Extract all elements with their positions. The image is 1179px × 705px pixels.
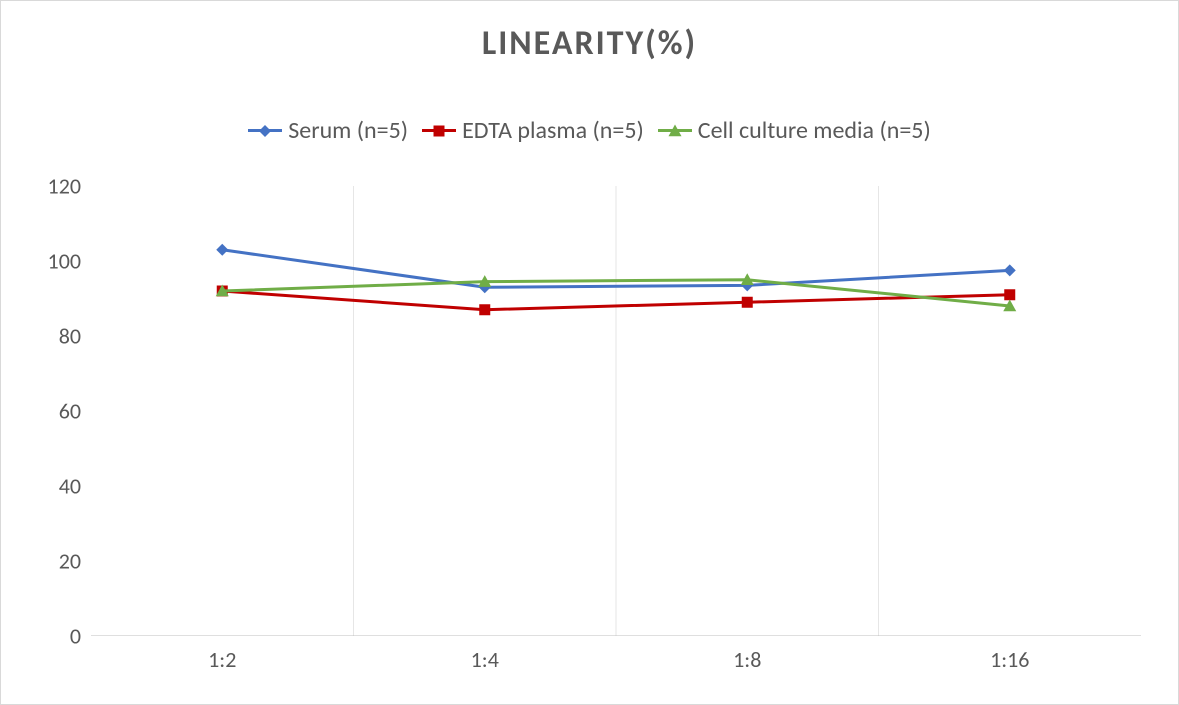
x-tick-label: 1:2 xyxy=(208,646,236,673)
legend-item: Cell culture media (n=5) xyxy=(658,116,931,145)
y-tick-label: 100 xyxy=(48,248,81,275)
legend-swatch xyxy=(658,129,692,132)
legend-item: Serum (n=5) xyxy=(248,116,408,145)
y-tick-label: 120 xyxy=(48,173,81,200)
x-tick-label: 1:16 xyxy=(990,646,1029,673)
x-tick-label: 1:8 xyxy=(733,646,761,673)
chart-container: LINEARITY(%) Serum (n=5) EDTA plasma (n=5… xyxy=(0,0,1179,705)
y-tick-label: 0 xyxy=(70,623,81,650)
y-tick-label: 40 xyxy=(59,473,81,500)
y-tick-label: 80 xyxy=(59,323,81,350)
y-tick-label: 20 xyxy=(59,548,81,575)
legend-label: EDTA plasma (n=5) xyxy=(462,116,644,145)
legend-label: Cell culture media (n=5) xyxy=(698,116,931,145)
x-tick-label: 1:4 xyxy=(471,646,499,673)
plot-area: 0204060801001201:21:41:81:16 xyxy=(91,186,1141,636)
legend-swatch xyxy=(422,129,456,132)
legend-swatch xyxy=(248,129,282,132)
legend-item: EDTA plasma (n=5) xyxy=(422,116,644,145)
plot-svg xyxy=(91,186,1141,636)
legend-label: Serum (n=5) xyxy=(288,116,408,145)
chart-title: LINEARITY(%) xyxy=(1,23,1178,64)
y-tick-label: 60 xyxy=(59,398,81,425)
chart-legend: Serum (n=5) EDTA plasma (n=5) Cell culture… xyxy=(1,116,1178,145)
